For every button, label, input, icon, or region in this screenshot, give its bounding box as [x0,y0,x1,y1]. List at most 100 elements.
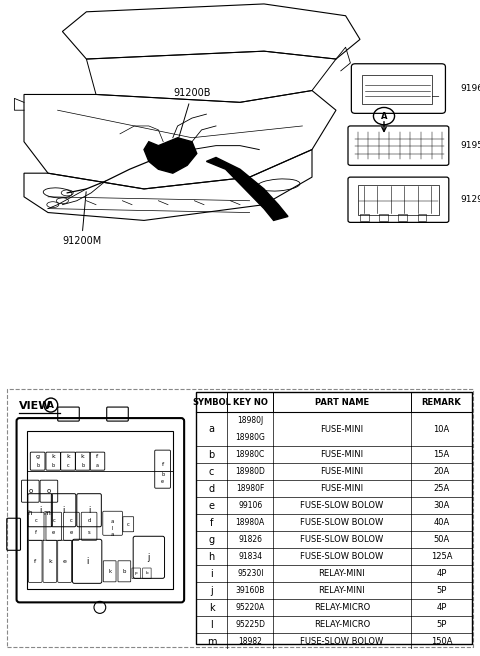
Polygon shape [144,138,197,173]
Text: RELAY-MICRO: RELAY-MICRO [314,621,370,629]
Text: PART NAME: PART NAME [315,398,369,407]
Text: FUSE-SLOW BOLOW: FUSE-SLOW BOLOW [300,501,384,510]
Text: a: a [96,462,99,468]
Text: g: g [36,454,40,459]
Text: FUSE-MINI: FUSE-MINI [320,467,363,476]
Text: f: f [34,559,36,564]
Text: i: i [86,557,88,566]
Text: h: h [27,510,32,516]
Text: 91200B: 91200B [173,89,211,139]
Text: 4P: 4P [436,569,446,579]
Text: b: b [123,569,126,574]
Text: c: c [70,518,73,523]
Text: 18980F: 18980F [236,484,264,493]
Text: 95225D: 95225D [235,621,265,629]
Text: FUSE-SLOW BOLOW: FUSE-SLOW BOLOW [300,535,384,544]
Text: b: b [208,449,215,460]
Text: b: b [81,462,84,468]
Text: c: c [35,518,37,523]
Text: RELAY-MICRO: RELAY-MICRO [314,604,370,613]
Text: 18980G: 18980G [235,433,265,442]
Text: 18980J: 18980J [237,416,264,425]
Text: k: k [108,569,111,574]
Text: e: e [161,479,164,483]
Text: i: i [39,506,41,515]
Text: o: o [28,488,33,494]
Text: a: a [111,519,114,523]
Text: b: b [52,462,55,468]
Text: b: b [145,571,148,575]
Text: RELAY-MINI: RELAY-MINI [319,569,365,579]
Text: RELAY-MINI: RELAY-MINI [319,586,365,596]
Text: e: e [52,530,55,535]
Text: f: f [35,530,37,535]
Text: f: f [210,518,213,527]
Text: 91200M: 91200M [62,192,101,246]
Text: 91960Z: 91960Z [461,84,480,93]
Text: k: k [66,454,70,459]
Text: 15A: 15A [433,450,449,459]
Text: s: s [88,530,90,535]
Text: b: b [161,472,164,477]
Text: j: j [210,586,213,596]
Text: 40A: 40A [433,518,449,527]
Text: 5P: 5P [436,621,446,629]
Text: 4P: 4P [436,604,446,613]
Text: 125A: 125A [431,552,452,562]
Text: i: i [62,506,65,515]
Text: 18980D: 18980D [235,467,265,476]
Text: 91826: 91826 [238,535,262,544]
Text: d: d [208,483,215,494]
Text: FUSE-MINI: FUSE-MINI [320,450,363,459]
Text: 10A: 10A [433,424,449,434]
Text: REMARK: REMARK [421,398,461,407]
Text: g: g [208,535,215,544]
Text: SYMBOL: SYMBOL [192,398,231,407]
Text: l: l [210,620,213,630]
Text: 18982: 18982 [239,638,262,646]
Text: 91951R: 91951R [461,141,480,150]
Text: 95230I: 95230I [237,569,264,579]
Text: KEY NO: KEY NO [233,398,268,407]
Text: o: o [47,488,51,494]
Text: l: l [112,525,113,531]
Text: 39160B: 39160B [236,586,265,596]
Text: p: p [135,571,137,575]
Text: e: e [209,501,215,511]
Text: A: A [48,401,54,409]
Text: FUSE-SLOW BOLOW: FUSE-SLOW BOLOW [300,638,384,646]
Text: e: e [70,530,73,535]
Text: 18980C: 18980C [236,450,265,459]
Text: FUSE-MINI: FUSE-MINI [320,484,363,493]
Text: c: c [127,522,130,527]
Text: A: A [381,112,387,121]
Text: f: f [96,454,98,459]
Text: k: k [209,603,215,613]
Text: k: k [51,454,55,459]
Polygon shape [206,157,288,220]
Text: d: d [87,518,91,523]
Text: 30A: 30A [433,501,450,510]
Text: c: c [52,518,55,523]
Text: 20A: 20A [433,467,449,476]
Text: FUSE-SLOW BOLOW: FUSE-SLOW BOLOW [300,518,384,527]
Text: 99106: 99106 [238,501,263,510]
Text: c: c [67,462,69,468]
Text: 25A: 25A [433,484,449,493]
Text: i: i [210,569,213,579]
Text: c: c [209,466,214,477]
Text: j: j [148,553,150,562]
Text: m: m [44,510,50,516]
Text: FUSE-SLOW BOLOW: FUSE-SLOW BOLOW [300,552,384,562]
Text: 5P: 5P [436,586,446,596]
Text: 50A: 50A [433,535,449,544]
Text: a: a [111,532,114,537]
Text: 91298C: 91298C [461,195,480,205]
Text: k: k [48,559,52,564]
Text: m: m [207,637,216,647]
Text: 150A: 150A [431,638,452,646]
Text: VIEW: VIEW [19,401,51,411]
Text: 18980A: 18980A [236,518,265,527]
Text: 95220A: 95220A [236,604,265,613]
Text: b: b [36,462,39,468]
